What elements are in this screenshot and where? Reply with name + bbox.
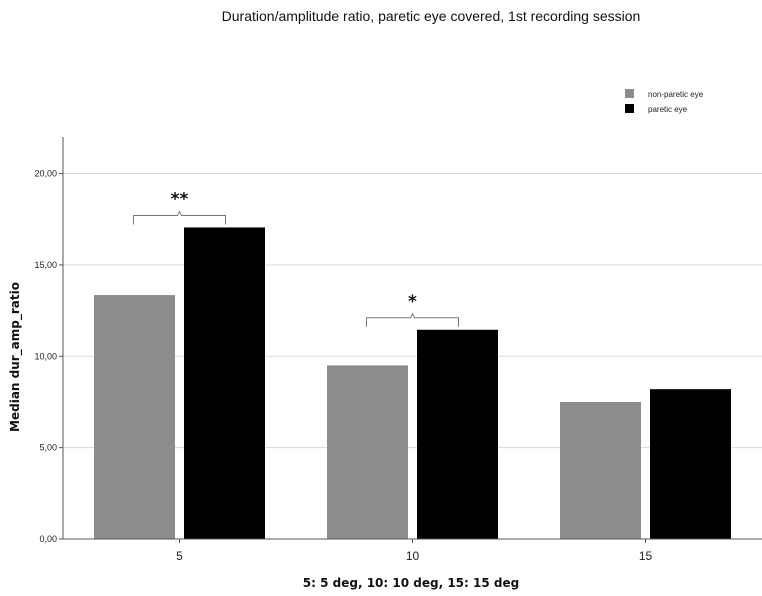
- legend: non-paretic eye paretic eye: [625, 89, 704, 114]
- axes: [59, 137, 762, 543]
- bar-non-paretic-eye-5: [94, 295, 175, 539]
- y-tick-label: 10,00: [34, 351, 57, 361]
- bar-non-paretic-eye-10: [327, 365, 408, 539]
- x-tick-labels: 5 10 15: [176, 549, 652, 563]
- bars: [94, 227, 731, 539]
- y-axis-label: Median dur_amp_ratio: [8, 282, 23, 432]
- bar-paretic-eye-10: [417, 329, 498, 539]
- significance-marker: *: [408, 292, 417, 312]
- x-tick-label: 10: [406, 549, 420, 563]
- y-tick-label: 20,00: [34, 169, 57, 179]
- y-tick-label: 0,00: [39, 534, 57, 544]
- x-axis-label: 5: 5 deg, 10: 10 deg, 15: 15 deg: [303, 576, 519, 590]
- legend-label-paretic-eye: paretic eye: [648, 105, 688, 114]
- legend-label-non-paretic-eye: non-paretic eye: [648, 90, 704, 99]
- bar-paretic-eye-5: [184, 227, 265, 539]
- x-tick-label: 5: [176, 549, 183, 563]
- y-tick-label: 5,00: [39, 443, 57, 453]
- x-tick-label: 15: [639, 549, 653, 563]
- legend-swatch-paretic-eye: [625, 104, 634, 113]
- significance-annotations: ***: [133, 189, 459, 327]
- bar-non-paretic-eye-15: [560, 401, 641, 539]
- gridlines: [63, 173, 762, 449]
- significance-marker: **: [171, 189, 189, 209]
- y-tick-labels: 0,00 5,00 10,00 15,00 20,00: [34, 169, 57, 544]
- y-tick-label: 15,00: [34, 260, 57, 270]
- legend-swatch-non-paretic-eye: [625, 89, 634, 98]
- significance-bracket: [133, 210, 226, 225]
- significance-bracket: [366, 312, 459, 327]
- bar-paretic-eye-15: [650, 389, 731, 539]
- chart-title: Duration/amplitude ratio, paretic eye co…: [221, 8, 641, 24]
